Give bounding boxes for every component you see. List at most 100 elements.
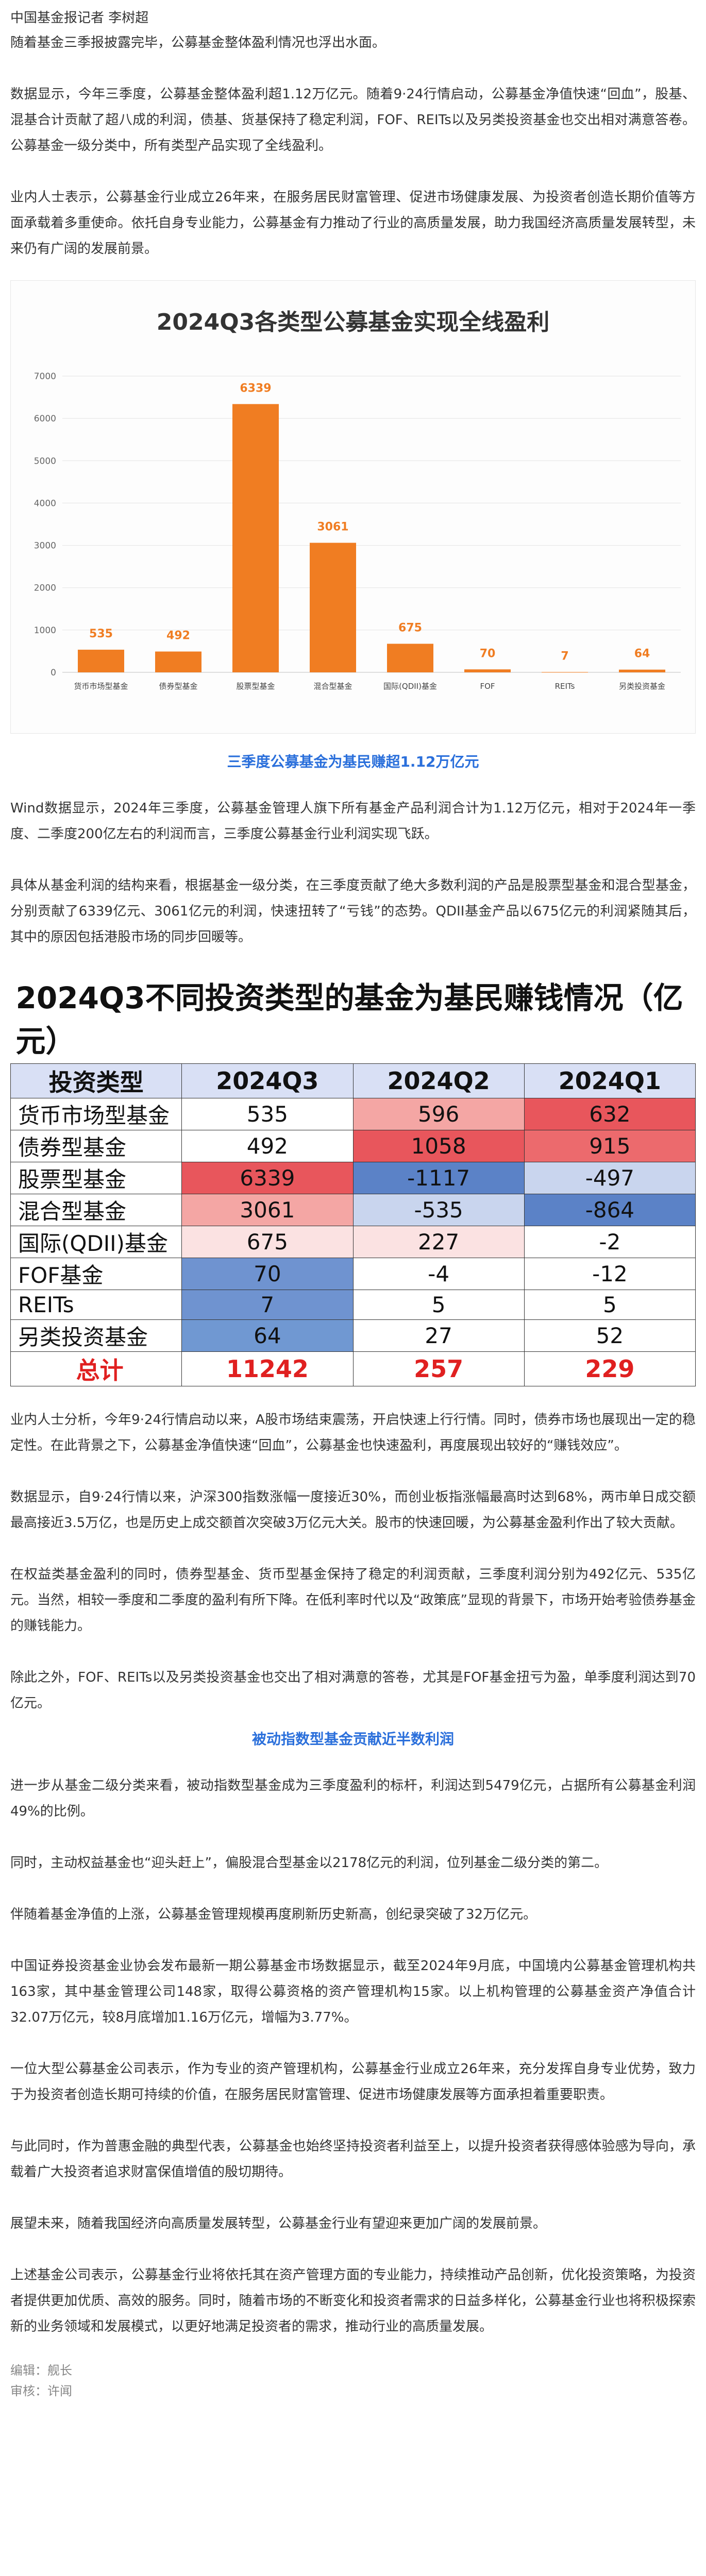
data-label: 535 xyxy=(89,628,113,640)
table-cell: 596 xyxy=(352,1097,525,1130)
paragraph: 数据显示，自9·24行情以来，沪深300指数涨幅一度接近30%，而创业板指涨幅最… xyxy=(10,1489,696,1531)
chart-title: 2024Q3各类型公募基金实现全线盈利 xyxy=(157,309,549,335)
bar xyxy=(619,669,665,672)
data-label: 3061 xyxy=(317,521,348,534)
bar xyxy=(78,650,124,672)
data-label: 6339 xyxy=(240,382,271,395)
paragraph: 数据显示，今年三季度，公募基金整体盈利超1.12万亿元。随着9·24行情启动，公… xyxy=(10,87,696,154)
row-label: 股票型基金 xyxy=(10,1161,182,1194)
table-cell: -2 xyxy=(524,1225,696,1258)
paragraph: 业内人士表示，公募基金行业成立26年来，在服务居民财富管理、促进市场健康发展、为… xyxy=(10,190,696,257)
paragraph: 上述基金公司表示，公募基金行业将依托其在资产管理方面的专业能力，持续推动产品创新… xyxy=(10,2267,696,2334)
paragraph: 伴随着基金净值的上涨，公募基金管理规模再度刷新历史新高，创纪录突破了32万亿元。 xyxy=(10,1906,537,1922)
table-cell: 7 xyxy=(181,1289,354,1320)
section-subhead: 被动指数型基金贡献近半数利润 xyxy=(251,1730,454,1748)
paragraph: 除此之外，FOF、REITs以及另类投资基金也交出了相对满意的答卷，尤其是FOF… xyxy=(10,1669,696,1711)
row-label: 债券型基金 xyxy=(10,1129,182,1162)
x-tick-label: 国际(QDII)基金 xyxy=(383,682,437,691)
paragraph: Wind数据显示，2024年三季度，公募基金管理人旗下所有基金产品利润合计为1.… xyxy=(10,801,696,842)
bar-chart: 2024Q3各类型公募基金实现全线盈利 0 1000 2000 3000 4000 5000… xyxy=(10,280,696,734)
y-tick-label: 2000 xyxy=(34,583,56,594)
byline: 中国基金报记者 李树超 xyxy=(10,10,149,26)
table-total-row: 总计 11242 257 229 xyxy=(10,1351,696,1386)
x-tick-label: 另类投资基金 xyxy=(619,682,665,691)
table-cell: -864 xyxy=(524,1193,696,1226)
table-cell: -1117 xyxy=(352,1161,525,1194)
x-tick-label: REITs xyxy=(555,682,575,691)
table-cell: 5 xyxy=(352,1289,525,1320)
x-tick-label: 混合型基金 xyxy=(313,682,352,691)
table-cell: 632 xyxy=(524,1097,696,1130)
row-label: FOF基金 xyxy=(10,1257,182,1290)
fund-table-grid: 2024Q3不同投资类型的基金为基民赚钱情况（亿元） 投资类型 2024Q3 2… xyxy=(10,971,696,1386)
table-cell: 492 xyxy=(181,1129,354,1162)
paragraph: 同时，主动权益基金也“迎头赶上”，偏股混合型基金以2178亿元的利润，位列基金二… xyxy=(10,1855,608,1871)
table-cell: -4 xyxy=(352,1257,525,1290)
data-label: 492 xyxy=(166,630,190,642)
total-cell: 257 xyxy=(352,1351,525,1386)
table-cell: 915 xyxy=(524,1129,696,1162)
paragraph: 一位大型公募基金公司表示，作为专业的资产管理机构，公募基金行业成立26年来，充分… xyxy=(10,2061,696,2103)
table-row: FOF基金 70 -4 -12 xyxy=(10,1257,696,1290)
paragraph: 进一步从基金二级分类来看，被动指数型基金成为三季度盈利的标杆，利润达到5479亿… xyxy=(10,1777,696,1819)
y-tick-label: 3000 xyxy=(34,541,56,551)
paragraph: 展望未来，随着我国经济向高质量发展转型，公募基金行业有望迎来更加广阔的发展前景。 xyxy=(10,2215,547,2231)
bar xyxy=(232,404,279,672)
x-tick-label: 债券型基金 xyxy=(159,682,197,691)
table-row: REITs 7 5 5 xyxy=(10,1289,696,1320)
paragraph: 业内人士分析，今年9·24行情启动以来，A股市场结束震荡，开启快速上行行情。同时… xyxy=(10,1412,696,1453)
table-row: 国际(QDII)基金 675 227 -2 xyxy=(10,1225,696,1258)
bar xyxy=(387,643,433,672)
column-header: 2024Q3 xyxy=(181,1063,354,1098)
table-cell: -497 xyxy=(524,1161,696,1194)
paragraph: 具体从基金利润的结构来看，根据基金一级分类，在三季度贡献了绝大多数利润的产品是股… xyxy=(10,878,696,945)
table-cell: 70 xyxy=(181,1257,354,1290)
bar xyxy=(464,669,511,672)
table-row: 另类投资基金 64 27 52 xyxy=(10,1319,696,1352)
table-cell: -12 xyxy=(524,1257,696,1290)
row-label: 混合型基金 xyxy=(10,1193,182,1226)
section-subhead: 三季度公募基金为基民赚超1.12万亿元 xyxy=(227,753,479,770)
row-label: 货币市场型基金 xyxy=(10,1097,182,1130)
table-row: 混合型基金 3061 -535 -864 xyxy=(10,1193,696,1226)
table-cell: 52 xyxy=(524,1319,696,1352)
total-cell: 11242 xyxy=(181,1351,354,1386)
total-label: 总计 xyxy=(10,1351,182,1386)
table-cell: 5 xyxy=(524,1289,696,1320)
row-label: 国际(QDII)基金 xyxy=(10,1225,182,1258)
data-label: 70 xyxy=(480,647,496,660)
table-title: 2024Q3不同投资类型的基金为基民赚钱情况（亿元） xyxy=(10,971,696,1063)
y-tick-label: 1000 xyxy=(34,625,56,636)
paragraph: 中国证券投资基金业协会发布最新一期公募基金市场数据显示，截至2024年9月底，中… xyxy=(10,1958,696,2025)
y-tick-label: 7000 xyxy=(34,371,56,382)
bar-chart-svg: 2024Q3各类型公募基金实现全线盈利 0 1000 2000 3000 4000 5000… xyxy=(34,309,681,691)
fund-table: 2024Q3不同投资类型的基金为基民赚钱情况（亿元） 投资类型 2024Q3 2… xyxy=(10,971,696,1386)
y-tick-label: 0 xyxy=(51,668,56,678)
table-cell: -535 xyxy=(352,1193,525,1226)
table-cell: 675 xyxy=(181,1225,354,1258)
paragraph: 随着基金三季报披露完毕，公募基金整体盈利情况也浮出水面。 xyxy=(10,35,386,50)
total-cell: 229 xyxy=(524,1351,696,1386)
x-tick-label: FOF xyxy=(480,682,495,691)
data-label: 64 xyxy=(634,648,650,660)
table-cell: 3061 xyxy=(181,1193,354,1226)
column-header: 2024Q2 xyxy=(352,1063,525,1098)
x-tick-label: 货币市场型基金 xyxy=(74,682,128,691)
editor-credit: 编辑：舰长 xyxy=(10,2363,72,2378)
table-cell: 535 xyxy=(181,1097,354,1130)
table-row: 股票型基金 6339 -1117 -497 xyxy=(10,1161,696,1194)
table-cell: 1058 xyxy=(352,1129,525,1162)
paragraph: 在权益类基金盈利的同时，债券型基金、货币型基金保持了稳定的利润贡献，三季度利润分… xyxy=(10,1566,696,1634)
y-tick-label: 5000 xyxy=(34,456,56,466)
article: 中国基金报记者 李树超 随着基金三季报披露完毕，公募基金整体盈利情况也浮出水面。… xyxy=(10,10,696,2398)
column-header: 投资类型 xyxy=(10,1063,182,1098)
table-cell: 6339 xyxy=(181,1161,354,1194)
table-cell: 227 xyxy=(352,1225,525,1258)
table-header-row: 投资类型 2024Q3 2024Q2 2024Q1 xyxy=(10,1063,696,1098)
y-tick-label: 6000 xyxy=(34,414,56,424)
bar xyxy=(155,651,201,672)
data-label: 7 xyxy=(561,650,568,663)
row-label: REITs xyxy=(10,1289,182,1320)
table-cell: 64 xyxy=(181,1319,354,1352)
row-label: 另类投资基金 xyxy=(10,1319,182,1352)
